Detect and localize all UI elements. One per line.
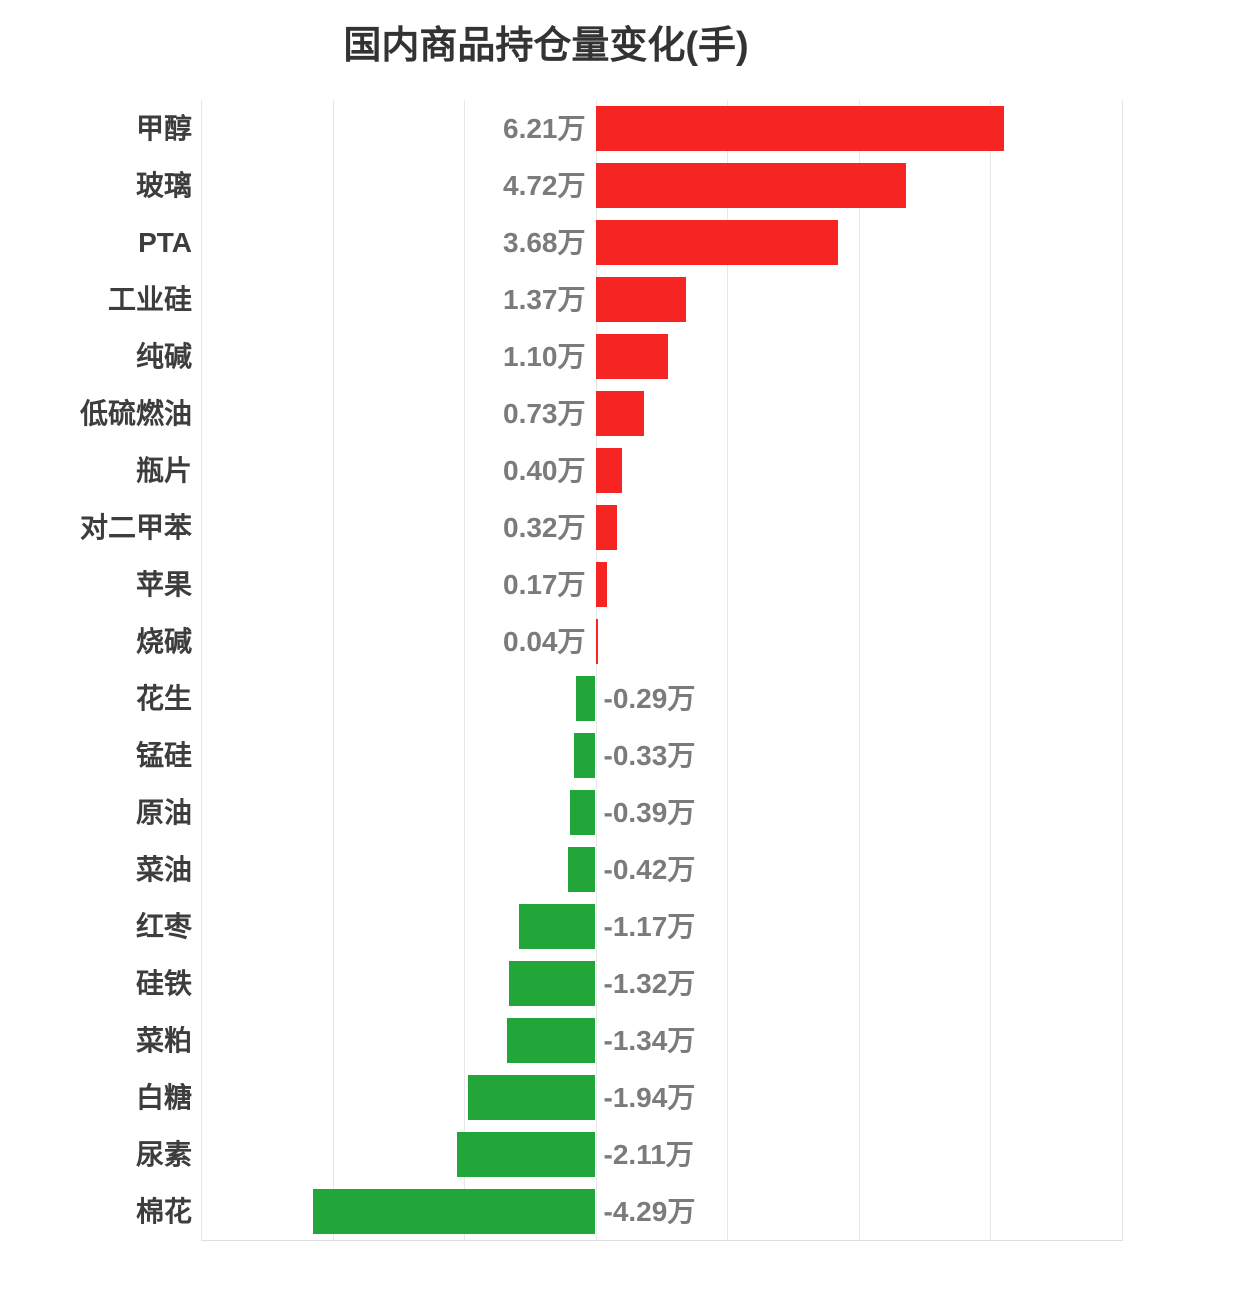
category-label: 菜粕 xyxy=(135,1024,192,1056)
category-label: 工业硅 xyxy=(107,283,192,315)
value-label: 6.21万 xyxy=(503,112,586,144)
bar xyxy=(595,334,668,379)
gridline xyxy=(858,100,860,1240)
value-label: 4.72万 xyxy=(503,169,586,201)
bar xyxy=(456,1132,596,1177)
value-label: 1.37万 xyxy=(503,283,586,315)
category-label: 对二甲苯 xyxy=(79,511,192,543)
category-label: 烧碱 xyxy=(135,625,192,657)
chart-title: 国内商品持仓量变化(手) xyxy=(343,25,749,67)
gridline xyxy=(464,100,465,1240)
value-label: -1.17万 xyxy=(603,910,696,942)
category-label: 尿素 xyxy=(135,1138,192,1170)
bar xyxy=(595,277,686,322)
bar xyxy=(595,163,906,208)
value-label: 1.10万 xyxy=(503,340,586,372)
bar xyxy=(595,391,644,436)
gridline xyxy=(201,100,202,1240)
value-label: -1.34万 xyxy=(603,1024,696,1056)
gridline xyxy=(595,100,597,1240)
gridline xyxy=(1121,100,1123,1240)
value-label: 0.32万 xyxy=(503,511,586,543)
value-label: 0.73万 xyxy=(503,397,586,429)
value-label: 3.68万 xyxy=(503,226,586,258)
category-label: 花生 xyxy=(135,682,192,714)
category-label: 白糖 xyxy=(135,1081,192,1113)
bar xyxy=(595,619,599,664)
category-label: 苹果 xyxy=(135,568,192,600)
value-label: -0.29万 xyxy=(603,682,696,714)
category-label: 菜油 xyxy=(135,853,192,885)
category-label: 原油 xyxy=(135,796,192,828)
category-label: 锰硅 xyxy=(135,739,192,771)
category-label: 玻璃 xyxy=(135,169,192,201)
bar xyxy=(313,1189,596,1234)
bar xyxy=(595,505,617,550)
bar xyxy=(467,1075,596,1120)
bar xyxy=(518,904,596,949)
gridline xyxy=(332,100,334,1240)
gridline xyxy=(990,100,991,1240)
value-label: 0.17万 xyxy=(503,568,586,600)
category-label: 纯碱 xyxy=(135,340,192,372)
value-label: 0.40万 xyxy=(503,454,586,486)
value-label: 0.04万 xyxy=(503,625,586,657)
category-label: 低硫燃油 xyxy=(79,397,192,429)
bar xyxy=(508,961,596,1006)
bar xyxy=(567,847,596,892)
bar xyxy=(595,106,1004,151)
x-axis-line xyxy=(201,1240,1123,1241)
bar xyxy=(573,733,596,778)
bar xyxy=(576,676,596,721)
value-label: -2.11万 xyxy=(603,1138,694,1170)
bar xyxy=(595,562,607,607)
value-label: -0.33万 xyxy=(603,739,696,771)
value-label: -0.39万 xyxy=(603,796,696,828)
category-label: 棉花 xyxy=(135,1195,192,1227)
category-label: 红枣 xyxy=(135,910,192,942)
value-label: -4.29万 xyxy=(603,1195,696,1227)
value-label: -1.94万 xyxy=(603,1081,696,1113)
category-label: 硅铁 xyxy=(135,967,192,999)
bar xyxy=(569,790,596,835)
gridline xyxy=(727,100,728,1240)
category-label: 甲醇 xyxy=(135,112,192,144)
bar xyxy=(595,220,838,265)
bar xyxy=(507,1018,596,1063)
category-label: PTA xyxy=(138,226,192,258)
bar xyxy=(595,448,622,493)
category-label: 瓶片 xyxy=(135,454,192,486)
value-label: -1.32万 xyxy=(603,967,696,999)
value-label: -0.42万 xyxy=(603,853,696,885)
